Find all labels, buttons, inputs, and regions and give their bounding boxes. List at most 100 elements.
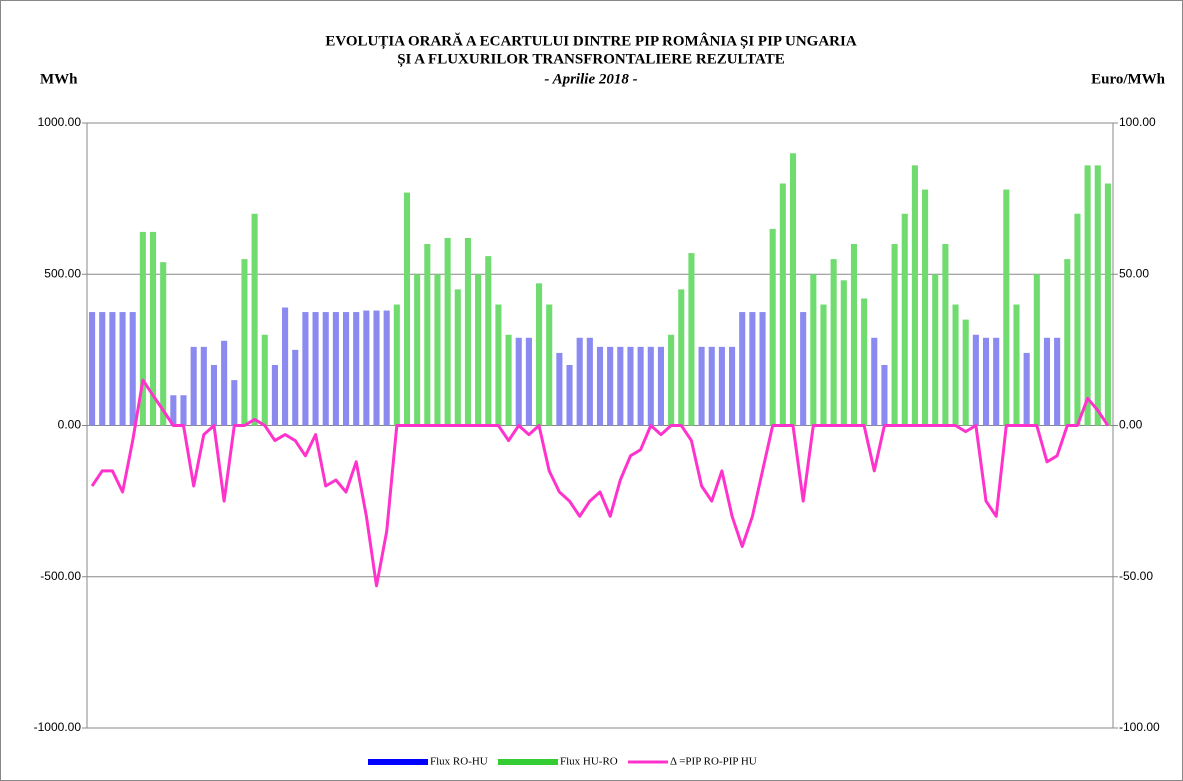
bar bbox=[546, 304, 553, 426]
bar bbox=[566, 365, 573, 426]
bar bbox=[434, 274, 441, 426]
bar bbox=[251, 213, 258, 426]
bar bbox=[962, 319, 969, 426]
bar bbox=[170, 395, 177, 426]
bar bbox=[637, 346, 644, 426]
bar bbox=[993, 337, 1000, 426]
y2-tick-label: -100.00 bbox=[1119, 720, 1160, 734]
bar bbox=[505, 334, 512, 426]
bar bbox=[302, 312, 309, 426]
bar bbox=[119, 312, 126, 426]
bar bbox=[922, 189, 929, 426]
bar bbox=[403, 192, 411, 426]
bar bbox=[769, 228, 776, 426]
bar bbox=[891, 244, 898, 426]
bar bbox=[901, 213, 908, 426]
bar bbox=[231, 380, 238, 426]
legend-swatch bbox=[368, 759, 428, 765]
bar bbox=[982, 337, 990, 426]
y-tick-label: 1000.00 bbox=[38, 115, 82, 129]
bar bbox=[241, 259, 248, 426]
bar bbox=[729, 346, 736, 426]
y-tick-label: -1000.00 bbox=[34, 720, 82, 734]
bar bbox=[180, 395, 187, 426]
bar bbox=[627, 346, 634, 426]
bar bbox=[1043, 337, 1051, 426]
bar bbox=[850, 244, 858, 426]
bar bbox=[332, 312, 339, 426]
y-tick-label: 500.00 bbox=[44, 266, 81, 280]
y2-tick-label: -50.00 bbox=[1119, 569, 1153, 583]
bar bbox=[972, 334, 979, 426]
bar bbox=[1074, 213, 1081, 426]
bar bbox=[475, 274, 482, 426]
bar bbox=[89, 312, 96, 426]
bar bbox=[109, 312, 116, 426]
bar bbox=[881, 365, 888, 426]
bar bbox=[536, 283, 543, 426]
bar bbox=[861, 298, 868, 426]
bar bbox=[515, 337, 522, 426]
bar bbox=[454, 289, 461, 426]
bar bbox=[525, 337, 532, 426]
bar bbox=[271, 365, 278, 426]
bar bbox=[1064, 259, 1071, 426]
bar bbox=[668, 334, 675, 426]
bar bbox=[749, 312, 756, 426]
y2-tick-label: 50.00 bbox=[1119, 266, 1149, 280]
bar bbox=[586, 337, 593, 426]
bar bbox=[292, 349, 299, 426]
bar bbox=[464, 237, 471, 426]
bar bbox=[739, 312, 746, 426]
y-tick-label: 0.00 bbox=[58, 418, 82, 432]
y-tick-label: -500.00 bbox=[40, 569, 81, 583]
bar bbox=[1104, 183, 1111, 426]
bar bbox=[1054, 337, 1061, 426]
bar bbox=[942, 244, 949, 426]
chart-title: EVOLUȚIA ORARĂ A ECARTULUI DINTRE PIP RO… bbox=[325, 32, 856, 49]
bar bbox=[556, 352, 563, 426]
bar bbox=[789, 153, 797, 426]
bar bbox=[149, 231, 157, 426]
bar bbox=[393, 304, 400, 426]
bar bbox=[99, 312, 106, 426]
y2-tick-label: 0.00 bbox=[1119, 418, 1143, 432]
bar bbox=[698, 346, 705, 426]
bar bbox=[1003, 189, 1010, 426]
bar bbox=[932, 274, 939, 426]
chart-title: ȘI A FLUXURILOR TRANSFRONTALIERE REZULTA… bbox=[397, 51, 785, 67]
bar bbox=[1023, 352, 1030, 426]
legend-label: Flux HU-RO bbox=[560, 756, 618, 768]
bar bbox=[1033, 274, 1040, 426]
legend-label: Flux RO-HU bbox=[430, 756, 488, 768]
bar bbox=[190, 346, 197, 426]
bar bbox=[708, 346, 715, 426]
chart-subtitle: - Aprilie 2018 - bbox=[544, 71, 637, 87]
bar bbox=[840, 280, 847, 426]
bar bbox=[363, 310, 370, 426]
bar bbox=[607, 346, 614, 426]
bar bbox=[657, 346, 664, 426]
bar bbox=[210, 365, 218, 426]
bar bbox=[830, 259, 837, 426]
legend-swatch bbox=[498, 759, 558, 765]
line bbox=[90, 378, 1110, 588]
bar bbox=[647, 346, 654, 426]
bar bbox=[688, 253, 695, 426]
bar bbox=[261, 334, 268, 426]
bar bbox=[312, 312, 319, 426]
bar bbox=[383, 310, 390, 426]
bar bbox=[1084, 165, 1091, 426]
bar bbox=[800, 312, 807, 426]
y2-axis-title: Euro/MWh bbox=[1091, 71, 1166, 87]
y2-tick-label: 100.00 bbox=[1119, 115, 1156, 129]
bar bbox=[617, 346, 624, 426]
bar bbox=[444, 237, 451, 426]
bar bbox=[871, 337, 878, 426]
y-axis-title: MWh bbox=[40, 71, 78, 87]
bar bbox=[952, 304, 959, 426]
bar bbox=[353, 312, 360, 426]
bar bbox=[495, 304, 502, 426]
bar bbox=[373, 310, 380, 426]
